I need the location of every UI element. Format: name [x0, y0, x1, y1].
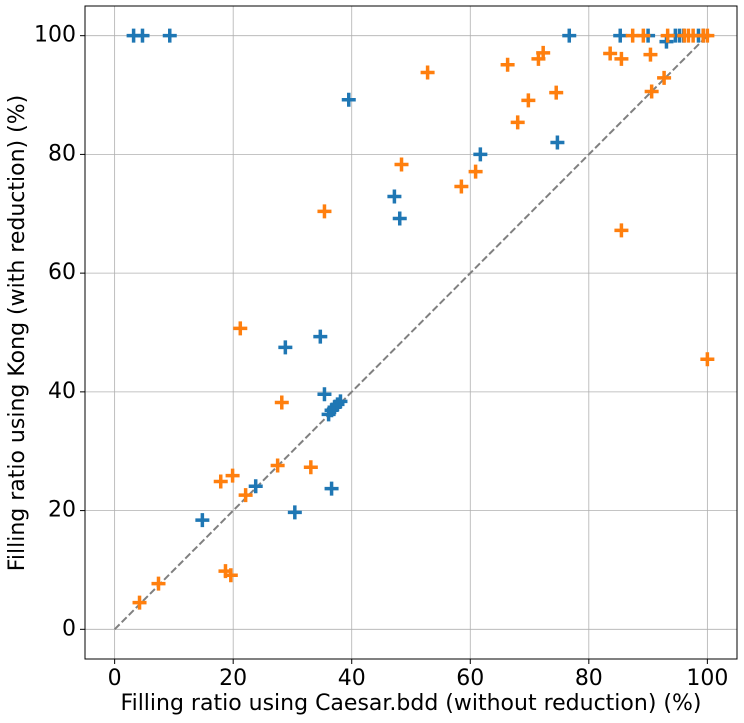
y-axis-label: Filling ratio using Kong (with reduction… — [5, 95, 30, 571]
point — [657, 70, 672, 85]
point — [613, 28, 628, 43]
point — [603, 46, 618, 61]
point — [521, 93, 536, 108]
point — [333, 394, 348, 409]
point — [270, 458, 285, 473]
point — [162, 28, 177, 43]
point — [225, 468, 240, 483]
point — [473, 147, 488, 162]
y-tick-label: 40 — [48, 379, 76, 404]
point — [248, 479, 263, 494]
point — [549, 85, 564, 100]
y-tick-label: 20 — [48, 498, 76, 523]
x-tick-label: 0 — [108, 666, 122, 691]
point — [500, 57, 515, 72]
y-tick-label: 0 — [62, 616, 76, 641]
point — [287, 505, 302, 520]
point — [317, 387, 332, 402]
point — [468, 164, 483, 179]
point — [324, 481, 339, 496]
point — [135, 28, 150, 43]
point — [278, 340, 293, 355]
point — [700, 28, 715, 43]
point — [213, 474, 228, 489]
point — [223, 568, 238, 583]
point — [238, 488, 253, 503]
x-tick-label: 20 — [219, 666, 247, 691]
x-tick-label: 80 — [575, 666, 603, 691]
point — [392, 211, 407, 226]
y-tick-label: 100 — [34, 23, 76, 48]
point — [643, 47, 658, 62]
point — [303, 460, 318, 475]
point — [233, 321, 248, 336]
x-tick-label: 60 — [456, 666, 484, 691]
point — [644, 84, 659, 99]
point — [387, 189, 402, 204]
point — [614, 223, 629, 238]
point — [614, 51, 629, 66]
plot-frame — [84, 5, 738, 660]
point — [636, 28, 651, 43]
point — [510, 115, 525, 130]
point — [341, 92, 356, 107]
point — [132, 595, 147, 610]
point — [313, 329, 328, 344]
y-tick-label: 60 — [48, 260, 76, 285]
x-axis-label: Filling ratio using Caesar.bdd (without … — [121, 691, 702, 716]
point — [394, 157, 409, 172]
x-tick-label: 100 — [686, 666, 728, 691]
point — [454, 179, 469, 194]
point — [317, 204, 332, 219]
point — [700, 352, 715, 367]
y-tick-label: 80 — [48, 141, 76, 166]
point — [151, 576, 166, 591]
point — [274, 395, 289, 410]
x-tick-label: 40 — [338, 666, 366, 691]
reference-line — [113, 34, 709, 631]
point — [562, 28, 577, 43]
point — [420, 65, 435, 80]
point — [660, 28, 675, 43]
point — [550, 135, 565, 150]
point — [536, 45, 551, 60]
point — [195, 513, 210, 528]
